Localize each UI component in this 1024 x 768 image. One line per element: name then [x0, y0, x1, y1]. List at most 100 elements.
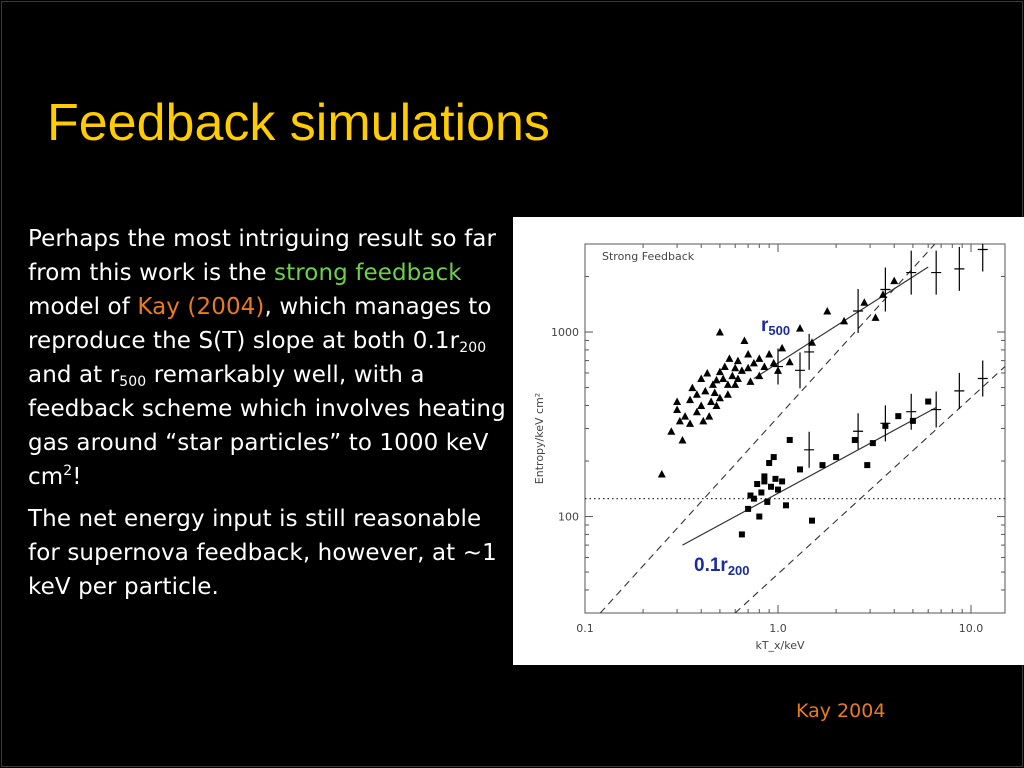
data-point-triangle	[731, 363, 740, 372]
data-point-errorbar	[804, 431, 815, 468]
data-point-square	[786, 436, 793, 443]
paragraph-1: Perhaps the most intriguing result so fa…	[28, 226, 506, 490]
data-point-square	[851, 436, 858, 443]
data-point-triangle	[710, 388, 719, 397]
data-point-errorbar	[977, 360, 988, 397]
data-point-triangle	[681, 412, 690, 420]
x-tick-label: 0.1	[576, 622, 594, 635]
data-point-square	[745, 505, 752, 512]
data-point-square	[782, 502, 789, 509]
data-point-errorbar	[853, 413, 864, 450]
data-point-triangle	[760, 362, 769, 371]
data-point-errorbar	[804, 333, 815, 370]
data-point-triangle	[692, 390, 701, 398]
data-point-square	[864, 462, 871, 469]
data-point-triangle	[720, 362, 729, 371]
chart-title: Strong Feedback	[602, 250, 695, 263]
data-point-triangle	[712, 375, 721, 384]
y-tick-label: 100	[558, 511, 579, 524]
data-point-square	[758, 489, 765, 496]
r500-annotation: r500	[761, 315, 791, 338]
entropy-temperature-figure: 0.1 1.0 10.0 100 1000 kT_x/keV Entropy/keV cm²…	[513, 217, 1024, 665]
data-point-triangle	[678, 435, 687, 444]
data-point-square	[808, 517, 815, 524]
data-point-square	[761, 478, 768, 485]
data-point-triangle	[673, 397, 682, 406]
data-point-triangle	[675, 416, 684, 425]
data-point-triangle	[723, 390, 732, 398]
data-point-square	[925, 398, 932, 405]
data-point-square	[768, 483, 775, 490]
data-point-triangle	[733, 374, 742, 382]
data-point-triangle	[715, 367, 724, 376]
data-point-triangle	[744, 350, 753, 358]
data-point-errorbar	[794, 352, 805, 389]
data-point-triangle	[785, 357, 794, 366]
data-point-triangle	[733, 356, 742, 365]
data-point-triangle	[697, 401, 706, 409]
x-tick-label: 1.0	[769, 622, 787, 635]
data-point-triangle	[755, 354, 764, 362]
data-point-triangle	[703, 368, 712, 377]
data-point-triangle	[723, 380, 732, 388]
data-point-triangle	[840, 316, 849, 325]
data-point-triangle	[699, 416, 708, 425]
x-tick-label: 10.0	[959, 622, 984, 635]
data-point-square	[764, 498, 771, 505]
data-point-errorbar	[906, 250, 917, 295]
data-point-triangle	[755, 371, 764, 380]
self-similar-dashed-line	[734, 366, 1005, 613]
paragraph-2: The net energy input is still reasonable…	[28, 506, 497, 600]
data-point-triangle	[749, 358, 758, 367]
data-point-triangle	[728, 371, 737, 380]
plot-frame	[584, 243, 1006, 614]
data-point-triangle	[765, 350, 774, 358]
data-point-square	[779, 478, 786, 485]
data-point-square	[738, 531, 745, 538]
data-point-square	[754, 481, 761, 488]
data-point-square	[833, 454, 840, 461]
data-point-errorbar	[954, 372, 965, 409]
slide-title: Feedback simulations	[47, 94, 550, 152]
data-point-triangle	[731, 380, 740, 388]
chart-svg: 0.1 1.0 10.0 100 1000 kT_x/keV Entropy/keV cm²…	[533, 243, 1006, 652]
data-point-triangle	[712, 401, 721, 409]
data-point-triangle	[778, 343, 787, 352]
data-point-errorbar	[880, 405, 891, 442]
data-point-triangle	[707, 397, 716, 406]
data-point-triangle	[692, 407, 701, 416]
data-point-square	[772, 475, 779, 482]
kay-citation: Kay (2004)	[137, 294, 265, 320]
data-point-triangle	[823, 307, 832, 315]
data-point-square	[761, 473, 768, 480]
strong-feedback-highlight: strong feedback	[274, 260, 462, 286]
data-point-triangle	[686, 419, 695, 427]
data-point-errorbar	[880, 267, 891, 312]
data-point-triangle	[708, 380, 717, 388]
data-point-errorbar	[954, 246, 965, 291]
data-point-square	[796, 466, 803, 473]
data-point-errorbar	[773, 348, 784, 385]
data-point-triangle	[701, 386, 710, 395]
data-point-triangle	[795, 324, 804, 332]
data-point-square	[775, 486, 782, 493]
data-point-triangle	[705, 412, 714, 420]
data-point-square	[909, 417, 916, 424]
data-point-triangle	[769, 358, 778, 367]
y-tick-label: 1000	[551, 326, 579, 339]
data-point-square	[869, 440, 876, 447]
data-point-errorbar	[931, 391, 942, 428]
slide-body: Perhaps the most intriguing result so fa…	[28, 222, 506, 604]
data-point-triangle	[697, 374, 706, 382]
data-point-triangle	[719, 374, 728, 382]
data-point-triangle	[686, 395, 695, 404]
data-point-square	[770, 454, 777, 461]
r200-annotation: 0.1r200	[694, 555, 750, 578]
data-point-errorbar	[906, 393, 917, 430]
data-point-triangle	[890, 276, 899, 285]
data-point-square	[756, 513, 763, 520]
y-axis-label: Entropy/keV cm²	[533, 393, 546, 484]
data-point-triangle	[715, 393, 724, 402]
plot-area	[585, 244, 1005, 613]
data-point-triangle	[673, 405, 682, 414]
